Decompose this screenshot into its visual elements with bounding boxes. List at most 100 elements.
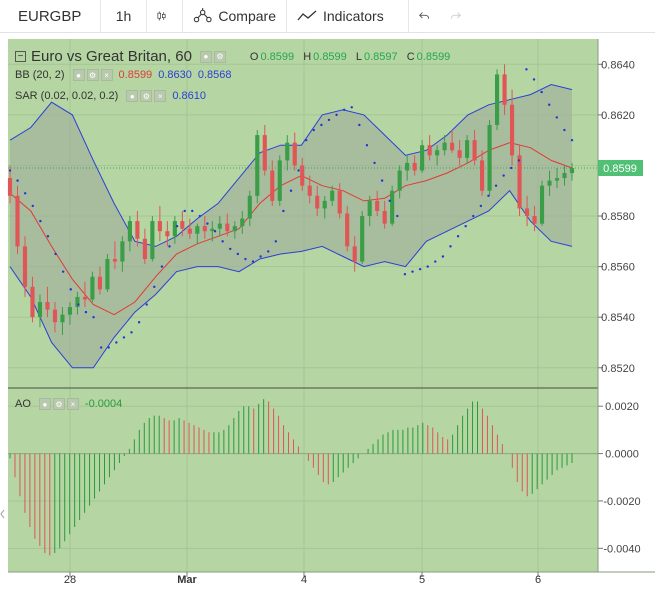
eye-icon[interactable]: ● xyxy=(72,69,85,81)
candle-body xyxy=(390,190,395,224)
candle-body xyxy=(300,165,305,186)
sar-dot xyxy=(464,224,467,228)
candle-body xyxy=(405,162,410,171)
sar-dot xyxy=(46,235,50,238)
undo-redo-group xyxy=(409,0,477,32)
ao-tick-label: 0.0020 xyxy=(605,401,639,413)
candle-body xyxy=(22,246,28,287)
sar-dot xyxy=(570,138,574,142)
sar-dot xyxy=(137,321,141,324)
close-icon[interactable]: × xyxy=(66,398,79,410)
indicators-button[interactable]: Indicators xyxy=(287,0,409,32)
candle-body xyxy=(569,167,575,174)
ao-tick-label: 0.0000 xyxy=(605,449,639,461)
bb-lower-value: 0.8568 xyxy=(197,69,232,81)
sar-dot xyxy=(77,303,80,306)
candle-body xyxy=(225,223,230,232)
indicators-label: Indicators xyxy=(323,8,384,24)
candle-body xyxy=(412,162,417,171)
candle-body xyxy=(285,142,290,161)
eye-icon[interactable]: ● xyxy=(126,90,139,102)
candle-body xyxy=(105,259,110,290)
sar-dot xyxy=(487,194,490,197)
price-tick-label: 0.8560 xyxy=(601,262,635,274)
candle xyxy=(75,291,80,315)
candle-body xyxy=(322,200,327,209)
candle-body xyxy=(165,231,170,237)
candle xyxy=(172,216,177,244)
sar-dot xyxy=(456,235,460,238)
candle xyxy=(375,190,380,217)
redo-icon[interactable] xyxy=(450,9,461,23)
candle xyxy=(165,221,170,247)
candle xyxy=(142,228,147,265)
settings-icon[interactable]: ⚙ xyxy=(140,90,153,102)
collapse-legend-icon[interactable]: − xyxy=(15,51,26,62)
candle xyxy=(487,119,492,196)
candle-body xyxy=(375,200,380,211)
candle-body xyxy=(270,170,275,201)
close-icon[interactable]: × xyxy=(154,90,167,102)
sar-dot xyxy=(365,144,369,147)
candle-body xyxy=(554,178,560,181)
interval-button[interactable]: 1h xyxy=(101,0,147,32)
candle-body xyxy=(202,226,207,232)
symbol-search-button[interactable]: EURGBP xyxy=(0,0,101,32)
eye-icon[interactable]: ● xyxy=(38,398,51,410)
high-value: 0.8599 xyxy=(313,50,347,63)
candle-body xyxy=(420,145,425,171)
price-chart[interactable]: 0.85200.85400.85600.85800.86000.86200.86… xyxy=(0,32,655,598)
indicators-icon xyxy=(297,10,317,21)
candle-body xyxy=(172,221,177,237)
compare-button[interactable]: Compare xyxy=(183,0,287,32)
ao-legend-buttons: ● ⚙ × xyxy=(38,398,79,410)
eye-icon[interactable]: ● xyxy=(199,50,212,63)
candle xyxy=(397,165,402,199)
settings-icon[interactable]: ⚙ xyxy=(52,398,65,410)
candle xyxy=(97,266,102,295)
sar-dot xyxy=(548,103,551,106)
sar-dot xyxy=(525,68,528,71)
candle-series xyxy=(7,64,575,335)
candle-body xyxy=(277,160,282,201)
sar-dot xyxy=(23,192,27,195)
candle xyxy=(105,253,110,292)
candle-body xyxy=(180,221,185,229)
candle xyxy=(90,271,95,303)
open-key: O xyxy=(249,50,259,63)
sar-dot xyxy=(327,118,331,122)
candle-body xyxy=(382,210,387,224)
sar-dot xyxy=(160,265,164,268)
sar-dot xyxy=(198,214,202,218)
ao-tick-label: -0.0020 xyxy=(603,496,640,508)
price-tick-label: 0.8540 xyxy=(601,312,635,324)
candle xyxy=(569,162,575,181)
scroll-handle[interactable] xyxy=(0,509,5,519)
low-key: L xyxy=(355,50,362,63)
candle-body xyxy=(15,195,20,247)
close-icon[interactable]: × xyxy=(100,69,113,81)
sar-dot xyxy=(61,270,65,273)
candle xyxy=(202,216,207,239)
candle xyxy=(532,205,537,232)
undo-icon[interactable] xyxy=(419,9,430,23)
candle xyxy=(22,236,28,297)
settings-icon[interactable]: ⚙ xyxy=(86,69,99,81)
sar-dot xyxy=(532,78,536,81)
time-tick-label: 5 xyxy=(419,574,425,586)
last-price-tag: 0.8599 xyxy=(598,159,643,176)
candle-body xyxy=(232,226,237,232)
sar-legend-name: SAR (0.02, 0.02, 0.2) xyxy=(15,90,119,102)
candle-body xyxy=(345,213,350,247)
sar-dot xyxy=(213,230,217,233)
sar-dot xyxy=(16,179,19,182)
candle xyxy=(157,205,162,242)
bb-middle-value: 0.8599 xyxy=(118,69,153,81)
candle-body xyxy=(292,142,297,166)
chart-style-button[interactable] xyxy=(147,0,183,32)
candle xyxy=(217,216,222,237)
settings-icon[interactable]: ⚙ xyxy=(213,50,226,63)
sar-dot xyxy=(99,346,103,349)
candle-body xyxy=(360,216,365,262)
sar-dot xyxy=(8,169,12,172)
